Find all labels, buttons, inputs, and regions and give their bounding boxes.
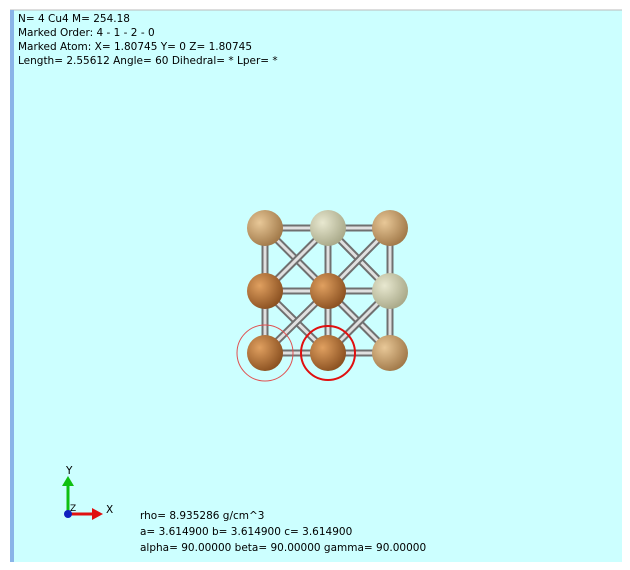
viewer: N= 4 Cu4 M= 254.18 Marked Order: 4 - 1 -… [0,0,630,566]
axis-label: Z [70,504,76,514]
atom [247,335,283,371]
molecule [247,210,408,371]
info-line: Marked Atom: X= 1.80745 Y= 0 Z= 1.80745 [18,41,252,53]
left-strip [10,10,14,562]
atom [247,273,283,309]
cell-line: a= 3.614900 b= 3.614900 c= 3.614900 [140,526,352,538]
cell-line: alpha= 90.00000 beta= 90.00000 gamma= 90… [140,542,426,554]
info-line: Length= 2.55612 Angle= 60 Dihedral= * Lp… [18,55,278,67]
info-line: Marked Order: 4 - 1 - 2 - 0 [18,27,155,39]
atom [310,210,346,246]
atom [247,210,283,246]
axis-label: Y [65,465,73,477]
atom [310,273,346,309]
axis-label: X [106,504,113,516]
atom [372,335,408,371]
cell-line: rho= 8.935286 g/cm^3 [140,510,264,522]
atom [372,210,408,246]
atom [310,335,346,371]
info-line: N= 4 Cu4 M= 254.18 [18,13,130,25]
atom [372,273,408,309]
